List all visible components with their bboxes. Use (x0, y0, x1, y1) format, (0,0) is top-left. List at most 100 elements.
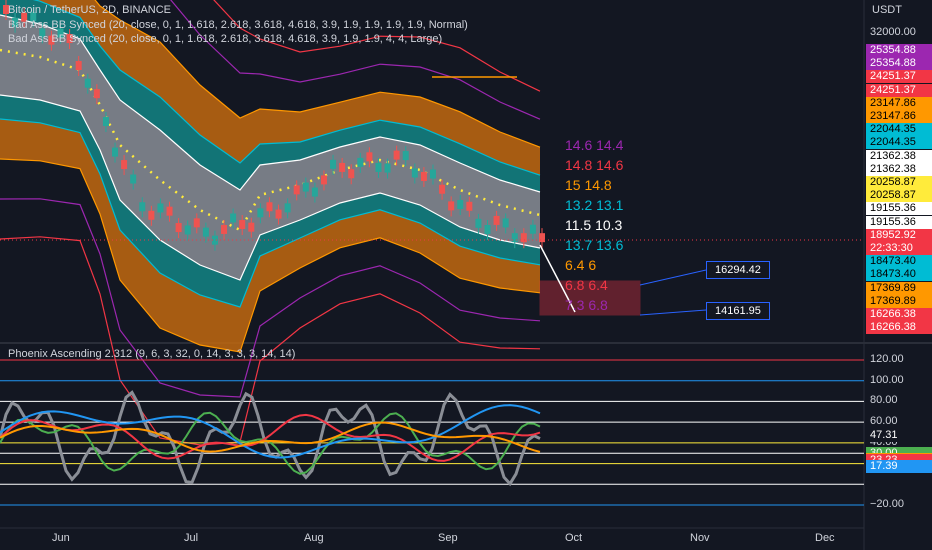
symbol-legend[interactable]: Bitcoin / TetherUS, 2D, BINANCE (8, 4, 172, 16)
candle-body (102, 117, 109, 127)
time-label: Aug (304, 532, 324, 544)
price-tag: 21362.38 (866, 162, 932, 176)
candle-body (375, 162, 382, 172)
indicator-legend-1[interactable]: Bad Ass BB Synced (20, close, 0, 1, 1.61… (8, 19, 468, 31)
lower-orange-band (0, 119, 540, 352)
osc-blue-line (0, 404, 541, 459)
candle-body (366, 152, 373, 162)
candle-body (520, 233, 527, 243)
target-label: 11.5 10.3 (565, 217, 623, 233)
candle-body (320, 175, 327, 185)
candle-body (411, 168, 418, 178)
candle-body (48, 35, 55, 45)
currency-label: USDT (872, 4, 902, 16)
candle-body (393, 150, 400, 160)
price-tag: 20258.87 (866, 189, 932, 203)
candle-body (84, 78, 91, 88)
lower-purple-line (0, 198, 541, 398)
target-box (539, 280, 641, 316)
candle-body (202, 227, 209, 237)
time-label: Jun (52, 532, 70, 544)
price-tag: 22:33:30 (866, 242, 932, 255)
price-tag: 23147.86 (866, 110, 932, 123)
candle-body (466, 201, 473, 211)
price-tag: 16266.38 (866, 308, 932, 321)
lower-white-line (0, 94, 541, 281)
candle-body (330, 159, 337, 169)
osc-tag: 17.39 (866, 460, 932, 474)
price-tag: 22044.35 (866, 123, 932, 137)
candle-body (457, 199, 464, 209)
time-label: Sep (438, 532, 458, 544)
candle-body (484, 225, 491, 235)
time-label: Dec (815, 532, 835, 544)
target-label: 6.4 6 (565, 257, 596, 273)
osc-tick: 120.00 (870, 353, 904, 365)
candle-body (439, 184, 446, 194)
osc-tag: 47.31 (866, 429, 932, 443)
price-tag: 23147.86 (866, 96, 932, 110)
price-tag: 19155.36 (866, 202, 932, 216)
price-tag: 19155.36 (866, 215, 932, 229)
candle-body (239, 220, 246, 230)
osc-tick: 80.00 (870, 394, 898, 407)
callout-leader (639, 309, 707, 316)
lower-teal-band (0, 95, 540, 307)
candle-body (184, 225, 191, 235)
price-tick-top: 32000.00 (870, 26, 916, 38)
candle-body (384, 163, 391, 173)
upper-purple-line (170, 0, 541, 120)
candle-body (284, 203, 291, 213)
price-tag: 20258.87 (866, 176, 932, 189)
candle-body (475, 218, 482, 228)
candle-body (339, 162, 346, 172)
candle-body (348, 169, 355, 179)
target-label: 13.2 13.1 (565, 197, 624, 213)
target-label: 6.8 6.4 (565, 277, 608, 293)
candle-body (266, 202, 273, 212)
price-tag: 21362.38 (866, 149, 932, 163)
upper-white-line (0, 14, 541, 193)
candle-body (420, 172, 427, 182)
candle-body (175, 223, 182, 233)
candle-body (39, 28, 46, 38)
candle-body (511, 233, 518, 243)
lower-orange-line (0, 158, 541, 353)
candle-body (3, 5, 9, 14)
candle-body (357, 157, 364, 167)
candle-body (311, 187, 318, 197)
oscillator-legend[interactable]: Phoenix Ascending 2.312 (9, 6, 3, 32, 0,… (8, 348, 296, 360)
price-tag: 18473.40 (866, 255, 932, 269)
upper-orange-line (94, 0, 541, 148)
candle-body (402, 151, 409, 161)
candle-body (502, 218, 509, 228)
candle-body (139, 202, 146, 212)
candle-body (257, 208, 264, 218)
candle-body (248, 222, 255, 232)
osc-orange-line (0, 421, 541, 453)
osc-tick: 60.00 (870, 415, 898, 428)
candle-body (221, 224, 228, 234)
candle-body (448, 201, 455, 211)
time-label: Jul (184, 532, 199, 544)
lower-teal-line (0, 118, 541, 308)
price-tag: 17369.89 (866, 294, 932, 308)
center-grey-band (0, 15, 540, 280)
candle-body (121, 160, 128, 170)
candle-body (275, 209, 282, 219)
projection-arrow (539, 244, 576, 313)
candle-body (57, 28, 64, 38)
upper-teal-band (0, 0, 540, 192)
yellow-dotted-basis (0, 48, 541, 232)
candle-body (21, 12, 28, 22)
candle-body (93, 89, 100, 99)
price-tag: 16266.38 (866, 321, 932, 335)
price-tag: 18952.92 (866, 228, 932, 242)
callout-lower: 14161.95 (706, 302, 770, 320)
indicator-legend-2[interactable]: Bad Ass BB Synced (20, close, 0, 1, 1.61… (8, 33, 443, 45)
callout-leader (639, 269, 707, 286)
candle-body (302, 182, 309, 192)
candle-body (30, 12, 37, 22)
target-label: 13.7 13.6 (565, 237, 624, 253)
